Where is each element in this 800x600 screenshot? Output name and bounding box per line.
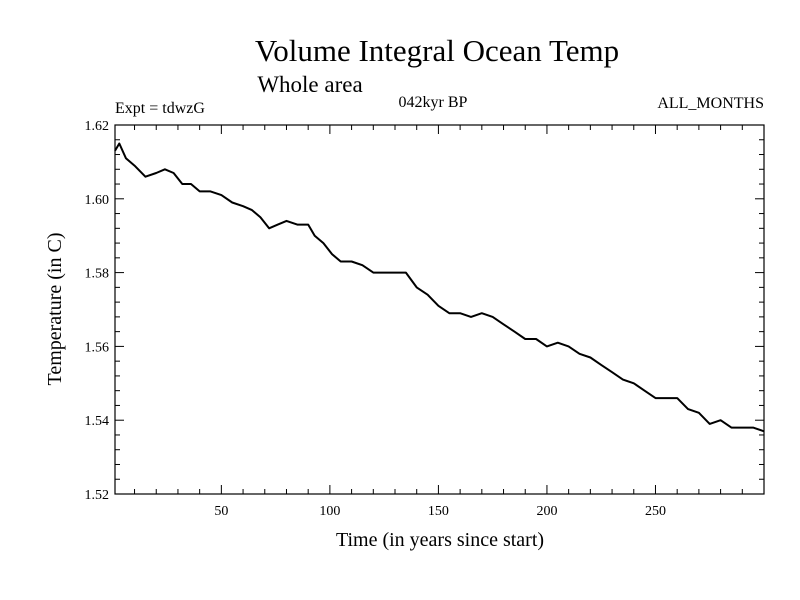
- y-tick-label: 1.56: [85, 340, 110, 355]
- y-tick-label: 1.52: [85, 488, 110, 503]
- y-tick-label: 1.60: [85, 193, 110, 208]
- chart-title: Volume Integral Ocean Temp: [255, 33, 619, 68]
- experiment-label: Expt = tdwzG: [115, 100, 205, 117]
- chart-subtitle: Whole area: [257, 72, 362, 97]
- y-axis-label: Temperature (in C): [44, 233, 66, 386]
- x-tick-label: 100: [319, 504, 340, 519]
- y-tick-label: 1.62: [85, 119, 110, 134]
- axis-ticks: [115, 125, 764, 494]
- y-tick-label: 1.58: [85, 267, 110, 282]
- period-label: 042kyr BP: [399, 94, 468, 111]
- x-axis-label: Time (in years since start): [336, 529, 544, 551]
- x-tick-label: 200: [536, 504, 557, 519]
- x-tick-label: 250: [645, 504, 666, 519]
- tick-labels: 50 100 150 200 250 1.52 1.54 1.56 1.58 1.60 1.62: [85, 119, 666, 519]
- x-tick-label: 50: [214, 504, 228, 519]
- y-tick-label: 1.54: [85, 414, 110, 429]
- x-tick-label: 150: [428, 504, 449, 519]
- plot-frame: [114, 124, 765, 495]
- months-label: ALL_MONTHS: [657, 95, 764, 112]
- series-line: [114, 142, 765, 433]
